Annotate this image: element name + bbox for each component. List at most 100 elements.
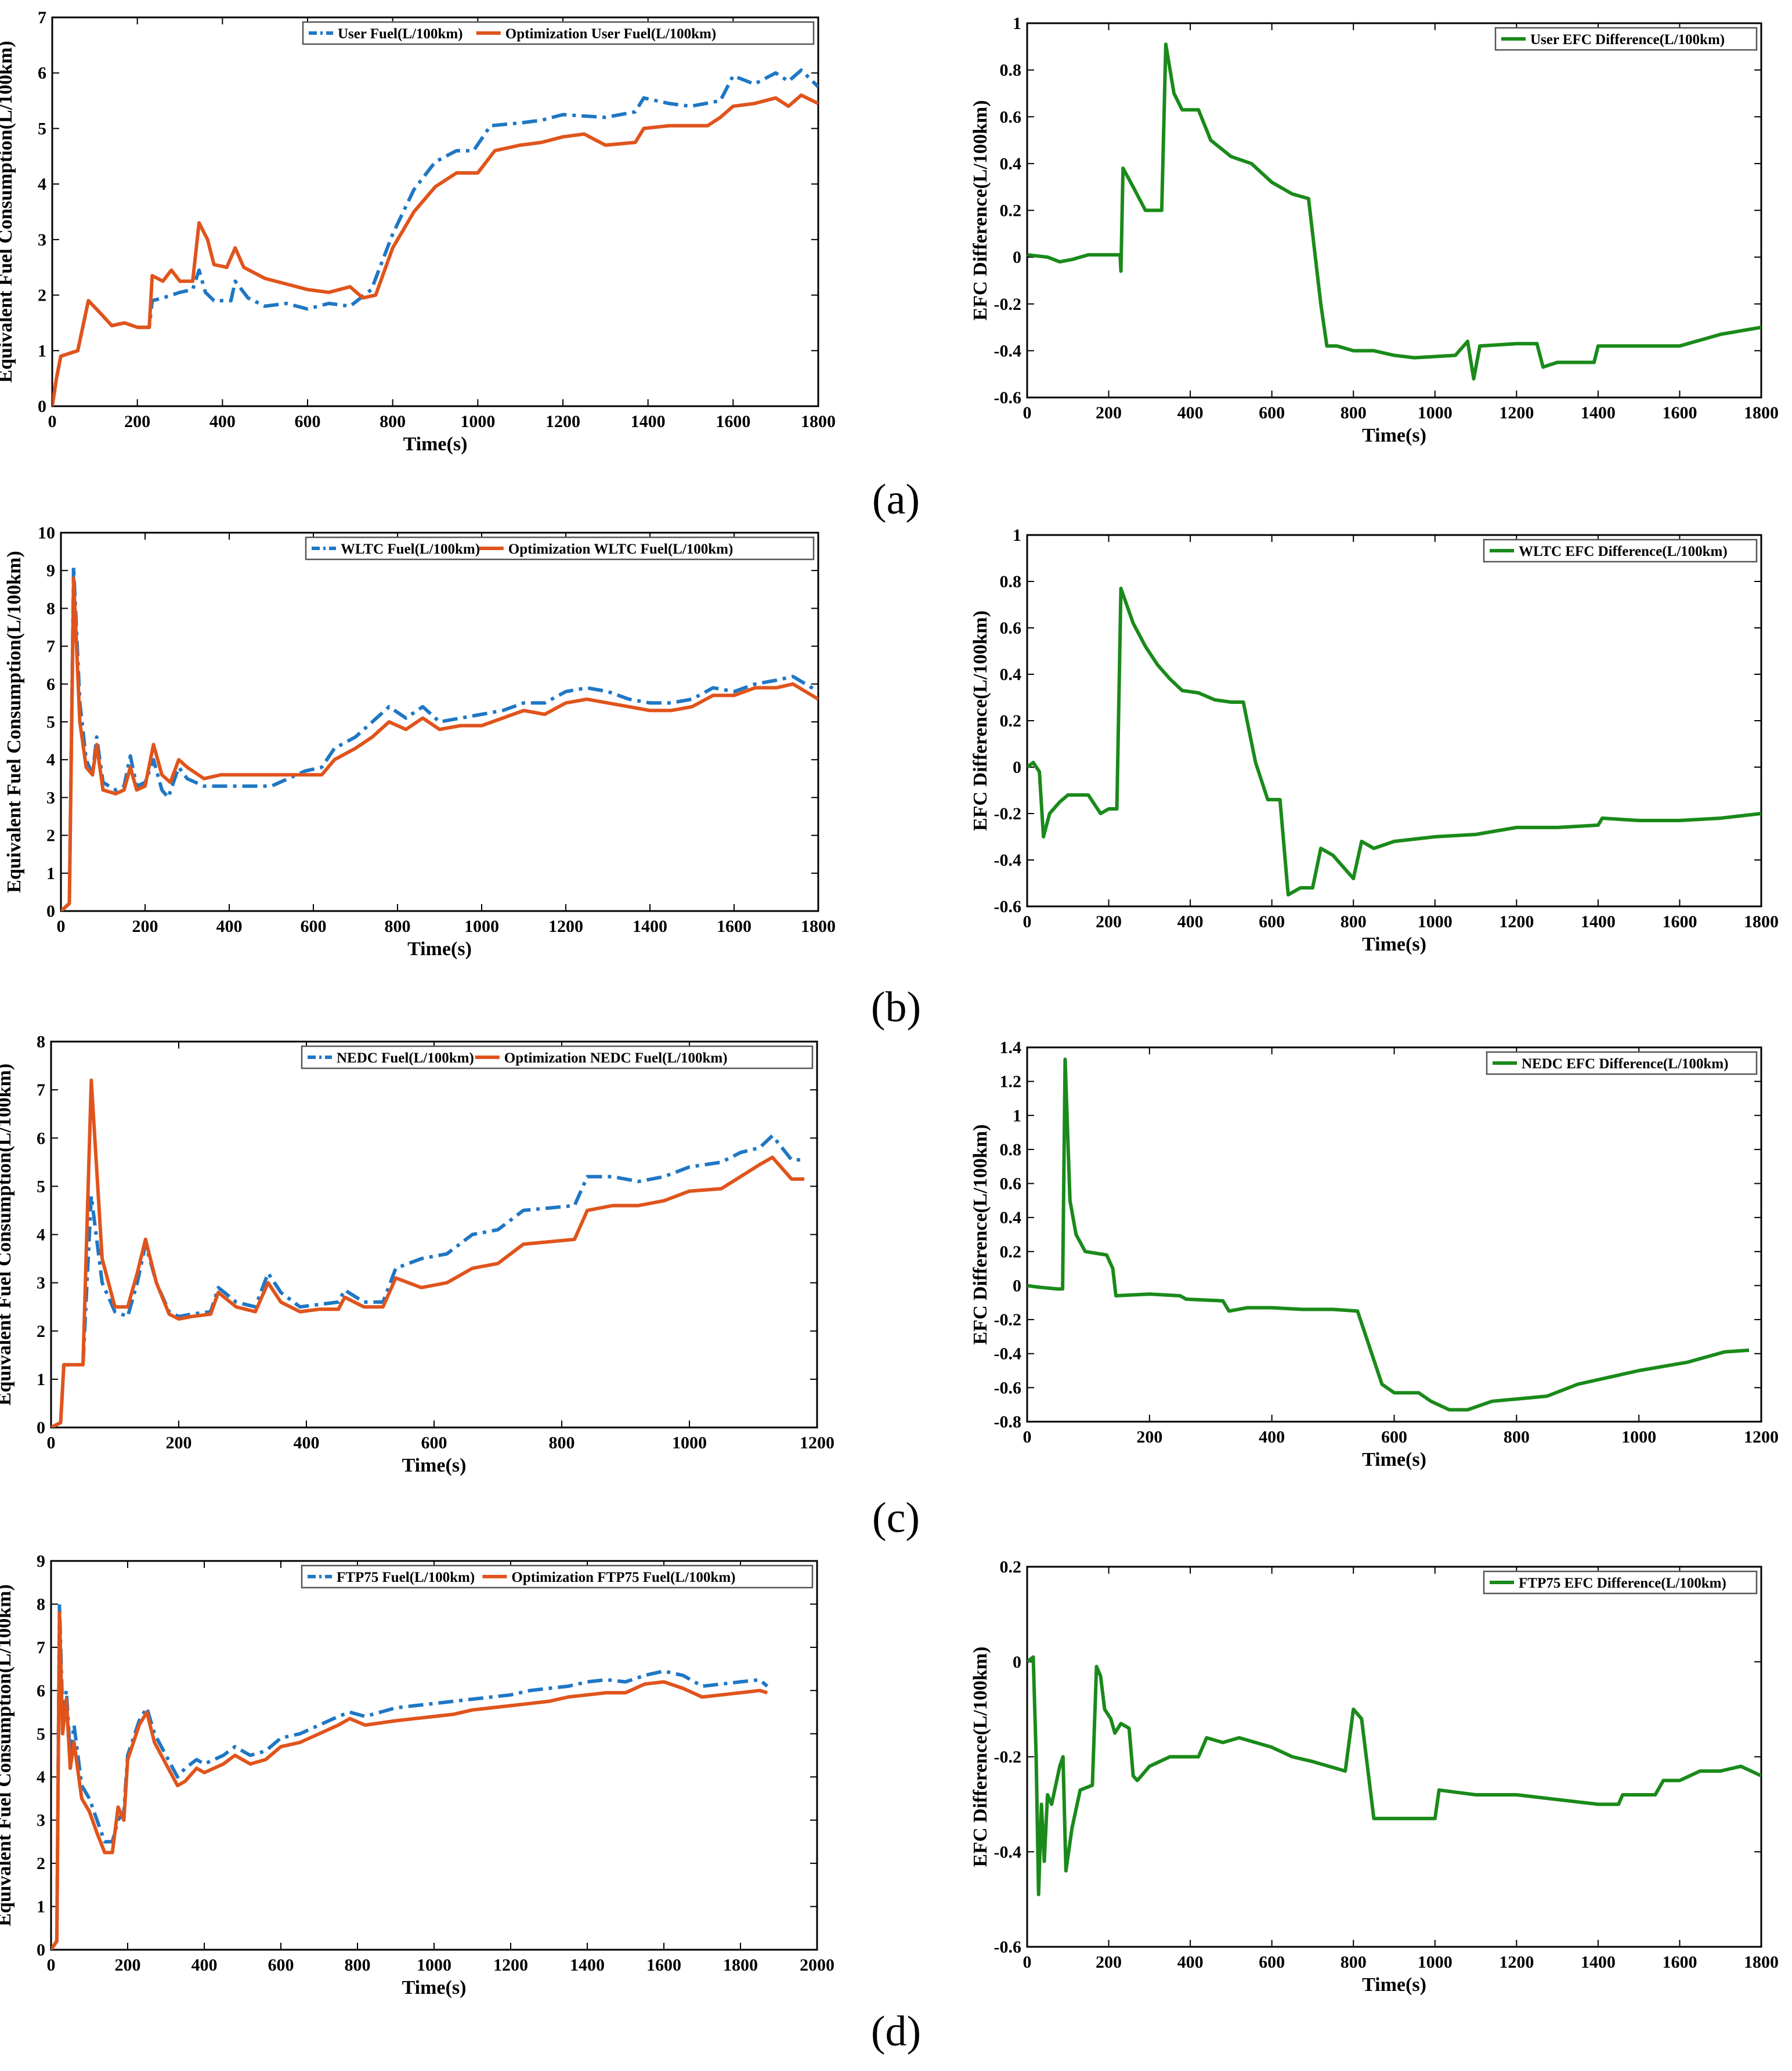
plot-area-b-left bbox=[60, 532, 819, 912]
y-tick-label: -0.4 bbox=[994, 851, 1022, 870]
x-tick-label: 0 bbox=[57, 917, 66, 936]
x-tick-label: 0 bbox=[47, 1433, 56, 1452]
legend-label: Optimization WLTC Fuel(L/100km) bbox=[508, 541, 734, 557]
x-tick-label: 1800 bbox=[801, 917, 836, 936]
y-tick-label: 8 bbox=[46, 599, 55, 618]
legend-box bbox=[1483, 538, 1758, 563]
y-tick-label: 0.2 bbox=[1000, 711, 1022, 731]
y-tick-label: 1 bbox=[46, 864, 55, 883]
y-tick-label: 6 bbox=[37, 1681, 45, 1700]
y-tick-label: 0.2 bbox=[1000, 201, 1022, 221]
x-axis-title: Time(s) bbox=[1362, 425, 1426, 446]
x-tick-label: 400 bbox=[1177, 912, 1204, 931]
plot-area-c-left bbox=[50, 1040, 818, 1429]
x-tick-label: 1400 bbox=[1581, 403, 1616, 422]
x-tick-label: 800 bbox=[345, 1956, 371, 1975]
y-tick-label: 5 bbox=[37, 1177, 45, 1196]
x-tick-label: 1600 bbox=[716, 412, 750, 431]
x-tick-label: 1200 bbox=[1499, 912, 1534, 931]
y-tick-label: 1 bbox=[38, 341, 46, 360]
chart-a-right: 0 200 400 600 800 1000 1200 1400 1600 1800 -0.6 -0.… bbox=[970, 14, 1779, 446]
x-tick-label: 1200 bbox=[1499, 1953, 1534, 1972]
y-tick-label: 7 bbox=[37, 1080, 45, 1100]
y-axis-title: EFC Difference(L/100km) bbox=[970, 100, 991, 321]
y-tick-label: -0.2 bbox=[994, 804, 1022, 823]
x-tick-label: 1200 bbox=[800, 1433, 834, 1452]
y-tick-label: 5 bbox=[38, 119, 46, 138]
y-axis-title: Equivalent Fuel Consumption(L/100km) bbox=[0, 1064, 15, 1405]
y-tick-label: 7 bbox=[38, 8, 46, 27]
y-tick-label: 1 bbox=[37, 1897, 45, 1917]
x-tick-label: 1800 bbox=[801, 412, 836, 431]
x-tick-label: 200 bbox=[1096, 912, 1122, 931]
y-tick-label: -0.4 bbox=[994, 1344, 1022, 1364]
x-tick-label: 800 bbox=[1341, 912, 1367, 931]
series-line-1 bbox=[52, 68, 818, 406]
x-tick-label: 400 bbox=[216, 917, 243, 936]
x-tick-label: 400 bbox=[192, 1956, 218, 1975]
x-tick-label: 200 bbox=[166, 1433, 192, 1452]
y-tick-label: -0.4 bbox=[994, 341, 1022, 360]
x-tick-label: 1000 bbox=[417, 1956, 451, 1975]
x-tick-label: 1600 bbox=[1662, 1953, 1697, 1972]
x-tick-label: 200 bbox=[1136, 1427, 1162, 1447]
x-tick-label: 400 bbox=[294, 1433, 320, 1452]
legend-label: WLTC EFC Difference(L/100km) bbox=[1519, 544, 1728, 559]
x-tick-label: 1200 bbox=[1744, 1427, 1779, 1447]
chart-d-right: 0 200 400 600 800 1000 1200 1400 1600 1800 -0.6 -0.… bbox=[970, 1557, 1779, 1996]
x-tick-label: 200 bbox=[132, 917, 158, 936]
x-tick-label: 200 bbox=[1096, 403, 1122, 422]
x-tick-label: 800 bbox=[380, 412, 406, 431]
y-tick-label: 1 bbox=[1013, 14, 1021, 33]
x-tick-label: 1000 bbox=[672, 1433, 707, 1452]
x-tick-label: 1400 bbox=[570, 1956, 605, 1975]
y-tick-label: 3 bbox=[38, 230, 46, 250]
x-tick-label: 600 bbox=[1259, 403, 1285, 422]
x-tick-label: 400 bbox=[1177, 403, 1204, 422]
series-line-2 bbox=[51, 1611, 768, 1950]
plot-area-d-left bbox=[50, 1560, 818, 1951]
plot-area-a-right bbox=[1026, 22, 1762, 399]
y-tick-label: 0.2 bbox=[1000, 1557, 1022, 1577]
y-tick-label: 6 bbox=[46, 675, 55, 694]
legend-label: Optimization User Fuel(L/100km) bbox=[505, 26, 716, 42]
x-tick-label: 600 bbox=[268, 1956, 294, 1975]
series-line-1 bbox=[51, 1134, 804, 1427]
y-axis-title: Equivalent Fuel Consumption(L/100km) bbox=[0, 1584, 15, 1926]
x-axis-title: Time(s) bbox=[407, 938, 472, 960]
y-tick-label: 8 bbox=[37, 1595, 45, 1614]
x-tick-label: 1400 bbox=[633, 917, 667, 936]
x-tick-label: 0 bbox=[1023, 1953, 1032, 1972]
y-tick-label: 3 bbox=[37, 1274, 45, 1293]
x-tick-label: 400 bbox=[1177, 1953, 1204, 1972]
y-tick-label: 4 bbox=[46, 750, 55, 769]
y-tick-label: 0.2 bbox=[1000, 1242, 1022, 1262]
panel-label-b: (b) bbox=[871, 984, 921, 1031]
x-tick-label: 1200 bbox=[548, 917, 583, 936]
legend-box bbox=[301, 1564, 814, 1589]
panel-label-a: (a) bbox=[872, 476, 920, 523]
x-tick-label: 0 bbox=[48, 412, 57, 431]
y-tick-label: 0.6 bbox=[1000, 1174, 1022, 1194]
y-tick-label: -0.2 bbox=[994, 295, 1022, 314]
legend-box bbox=[1494, 27, 1758, 51]
x-tick-label: 1200 bbox=[493, 1956, 528, 1975]
y-tick-label: 0 bbox=[1013, 1276, 1021, 1295]
plot-area-d-right bbox=[1026, 1566, 1762, 1948]
legend-label: Optimization FTP75 Fuel(L/100km) bbox=[511, 1570, 735, 1585]
y-tick-label: 3 bbox=[37, 1811, 45, 1830]
y-tick-label: 10 bbox=[38, 523, 55, 543]
series-line-2 bbox=[52, 93, 818, 406]
y-tick-label: 1.2 bbox=[1000, 1072, 1022, 1091]
legend-label: Optimization NEDC Fuel(L/100km) bbox=[504, 1050, 728, 1066]
x-tick-label: 800 bbox=[549, 1433, 575, 1452]
x-axis-title: Time(s) bbox=[402, 1455, 467, 1476]
y-tick-label: 0.8 bbox=[1000, 572, 1022, 591]
chart-d-left: 0 200 400 600 800 1000 1200 1400 1600 1800 2000 0 1 2… bbox=[0, 1552, 834, 1998]
chart-b-right: 0 200 400 600 800 1000 1200 1400 1600 1800 -0.6 -0.… bbox=[970, 526, 1779, 955]
legend-label: FTP75 Fuel(L/100km) bbox=[337, 1570, 475, 1585]
y-tick-label: 1.4 bbox=[1000, 1038, 1022, 1057]
y-tick-label: 0.4 bbox=[1000, 1208, 1022, 1227]
legend-box bbox=[1486, 1051, 1758, 1075]
